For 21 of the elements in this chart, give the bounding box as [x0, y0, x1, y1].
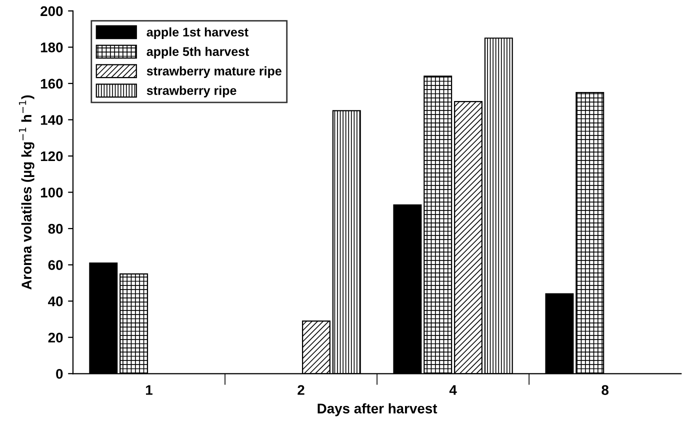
y-tick-label: 20: [48, 332, 63, 343]
x-axis-title: Days after harvest: [318, 403, 438, 416]
y-tick-label: 0: [56, 368, 63, 379]
x-tick-label: 4: [449, 385, 457, 395]
y-tick-label: 80: [48, 224, 63, 234]
y-tick-label: 140: [40, 115, 63, 125]
y-tick-label: 180: [40, 42, 63, 52]
y-tick-label: 200: [40, 6, 63, 16]
y-axis-title: Aroma volatiles (µg kg$^{−1}$ h$^{−1}$): [18, 95, 34, 290]
legend-label: apple 5th harvest: [146, 46, 250, 58]
legend-label: strawberry ripe: [146, 86, 236, 98]
legend-label: apple 1st harvest: [146, 27, 248, 40]
x-tick-label: 1: [146, 385, 152, 395]
x-tick-label: 8: [602, 385, 609, 395]
y-tick-label: 40: [48, 296, 63, 306]
y-tick-label: 60: [48, 260, 63, 270]
y-tick-label: 100: [40, 188, 63, 198]
x-tick-label: 2: [298, 385, 304, 395]
y-tick-label: 160: [40, 78, 63, 89]
legend-label: strawberry mature ripe: [146, 66, 282, 78]
y-tick-label: 120: [40, 151, 63, 162]
